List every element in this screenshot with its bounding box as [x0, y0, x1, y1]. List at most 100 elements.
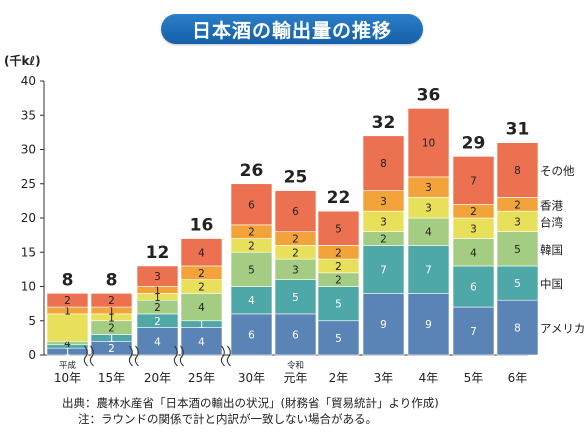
x-tick-label: 元年: [283, 371, 307, 385]
data-label: 4: [198, 247, 205, 259]
data-label: 3: [470, 223, 477, 235]
x-tick-label: 2年: [329, 371, 349, 385]
bar-total-label: 29: [462, 133, 486, 153]
bar-segment: [274, 190, 317, 233]
data-label: 5: [335, 223, 342, 235]
data-label: 2: [198, 268, 205, 280]
data-label: 1: [154, 292, 161, 304]
data-label: 4: [198, 302, 205, 314]
data-label: 2: [154, 316, 161, 328]
data-label: 8: [380, 158, 387, 170]
y-tick-label: 30: [21, 143, 36, 157]
data-label: 1: [108, 312, 115, 324]
axis-break-mark: [220, 345, 225, 367]
bar-segment: [362, 135, 405, 191]
axis-break-mark: [83, 345, 88, 367]
data-label: 2: [64, 295, 71, 307]
data-label: 2: [335, 261, 342, 273]
legend-label: 中国: [540, 277, 563, 291]
bar-segment: [230, 286, 273, 315]
bar-total-label: 36: [417, 85, 441, 105]
legend-label: 香港: [540, 198, 563, 212]
bar-segment: [274, 313, 317, 356]
data-label: 5: [514, 278, 521, 290]
data-label: 3: [292, 264, 299, 276]
data-label: 9: [425, 319, 432, 331]
bar-total-label: 12: [146, 243, 170, 263]
bar-segment: [452, 265, 495, 308]
rounding-note: 注：ラウンドの関係で計と内訳が一致しない場合がある。: [78, 412, 377, 426]
data-label: 1: [108, 333, 115, 345]
bar-segment: [274, 279, 317, 315]
data-label: 6: [292, 329, 299, 341]
data-label: 8: [514, 165, 521, 177]
data-label: 2: [335, 275, 342, 287]
x-tick-label: 15年: [98, 371, 125, 385]
data-label: 10: [422, 138, 435, 150]
data-label: 6: [292, 206, 299, 218]
data-label: 1: [198, 319, 205, 331]
x-tick-label: 5年: [464, 371, 484, 385]
bar-segment: [180, 293, 223, 322]
data-label: 4: [198, 336, 205, 348]
axis-break-mark: [89, 345, 94, 367]
axis-break-mark: [173, 345, 178, 367]
bar-segment: [496, 299, 539, 356]
data-label: 6: [248, 199, 255, 211]
bar-total-label: 25: [284, 168, 308, 188]
data-label: 5: [514, 244, 521, 256]
x-tick-label: 3年: [374, 371, 394, 385]
bar-total-label: 22: [327, 188, 351, 208]
y-axis-unit: (千kℓ): [4, 54, 41, 68]
data-label: 2: [248, 240, 255, 252]
legend-label: 韓国: [540, 243, 563, 257]
data-label: 4: [154, 336, 161, 348]
chart-title: 日本酒の輸出量の推移: [191, 19, 392, 42]
data-label: 2: [248, 227, 255, 239]
axis-break-mark: [128, 345, 133, 367]
bar-segment: [136, 265, 179, 287]
data-label: 2: [108, 295, 115, 307]
bar-segment: [407, 293, 450, 356]
legend-label: アメリカ: [540, 322, 585, 336]
data-label: 5: [335, 333, 342, 345]
bar-segment: [452, 306, 495, 356]
data-label: 3: [425, 182, 432, 194]
data-label: 5: [248, 264, 255, 276]
data-label: 1: [64, 305, 71, 317]
axis-break-mark: [179, 345, 184, 367]
bar-segment: [362, 245, 405, 294]
bar-total-label: 31: [506, 120, 530, 140]
bar-segment: [452, 238, 495, 267]
x-tick-label: 20年: [144, 371, 171, 385]
bar-segment: [230, 251, 273, 287]
bar-segment: [317, 320, 360, 356]
axis-break-mark: [226, 345, 231, 367]
data-label: 2: [335, 247, 342, 259]
data-label: 3: [380, 196, 387, 208]
era-label: 令和: [287, 360, 304, 371]
x-tick-label: 6年: [508, 371, 528, 385]
y-tick-label: 5: [28, 314, 36, 328]
data-label: 5: [335, 299, 342, 311]
bar-segment: [496, 231, 539, 267]
data-label: 3: [425, 203, 432, 215]
bar-total-label: 16: [190, 216, 214, 236]
data-label: 2: [292, 234, 299, 246]
bar-total-label: 32: [372, 113, 396, 133]
bar-segment: [496, 265, 539, 301]
data-label: 1: [108, 305, 115, 317]
legend-label: その他: [540, 164, 575, 178]
data-label: 2: [470, 206, 477, 218]
x-tick-label: 25年: [188, 371, 215, 385]
x-tick-label: 4年: [419, 371, 439, 385]
data-label: 1: [154, 285, 161, 297]
y-tick-label: 35: [21, 108, 36, 122]
data-label: 3: [380, 216, 387, 228]
legend-label: 台湾: [540, 215, 563, 229]
bar-segment: [452, 156, 495, 205]
bar-segment: [407, 245, 450, 294]
data-label: 2: [380, 234, 387, 246]
era-label: 平成: [59, 360, 77, 371]
